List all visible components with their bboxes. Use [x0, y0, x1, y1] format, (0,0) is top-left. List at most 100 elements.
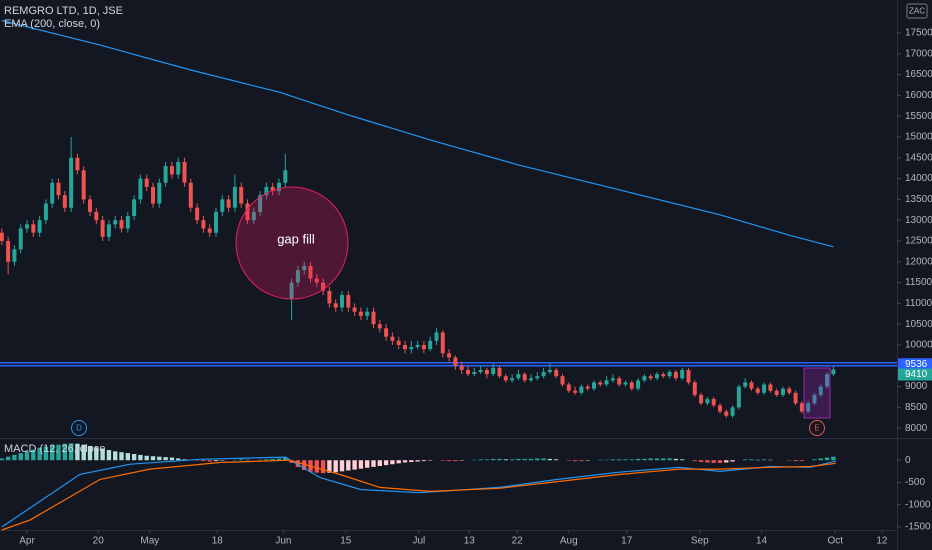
y-tick-label: 15000 [905, 132, 932, 143]
x-tick-label: 22 [512, 536, 524, 547]
candle-body [421, 344, 426, 350]
histogram-bar [239, 459, 244, 461]
candle-body [610, 378, 615, 381]
candle-body [579, 386, 584, 393]
y-tick-label: 10000 [905, 340, 932, 351]
histogram-bar [535, 458, 540, 461]
candle-body [459, 365, 464, 370]
histogram-bar [68, 443, 74, 461]
histogram-bar [163, 457, 168, 461]
histogram-bar [75, 443, 80, 461]
x-tick-label: Jul [412, 536, 425, 547]
candle-body [541, 372, 546, 377]
candle-body [825, 374, 830, 387]
x-tick-label: Sep [691, 536, 709, 547]
histogram-bar [358, 460, 364, 469]
candle-body [277, 182, 282, 192]
histogram-bar [654, 458, 660, 461]
candle-body [762, 384, 767, 393]
histogram-bar [276, 458, 282, 461]
candle-body [730, 407, 735, 416]
y-tick-label: 14500 [905, 152, 932, 163]
candle-body [31, 224, 36, 233]
x-tick-label: Jun [275, 536, 291, 547]
histogram-bar [289, 460, 294, 463]
histogram-bar [81, 444, 86, 461]
x-tick-label: 17 [621, 536, 633, 547]
candle-body [453, 357, 458, 366]
candle-body [358, 311, 363, 316]
line [1, 459, 836, 531]
candle-body [384, 328, 389, 337]
candle-body [340, 295, 345, 308]
candle-body [214, 211, 219, 233]
candle-body [270, 186, 275, 192]
histogram-bar [490, 458, 496, 461]
histogram-bar [327, 460, 332, 473]
candle-body [484, 369, 489, 375]
histogram-bar [270, 458, 275, 461]
candle-body [365, 311, 370, 316]
indicator-label: EMA (200, close, 0) [4, 18, 100, 30]
histogram-bar [616, 459, 622, 461]
histogram-bar [106, 449, 112, 461]
candle-body [806, 403, 811, 412]
histogram-bar [144, 455, 149, 461]
histogram-bar [528, 458, 534, 461]
candle-body [188, 182, 193, 208]
y-tick-label: 17000 [905, 48, 932, 59]
candle-body [88, 199, 93, 212]
currency-box [906, 3, 928, 19]
candle-body [465, 369, 470, 375]
candle-body [440, 332, 445, 354]
histogram-bar [522, 458, 527, 461]
candle-body [18, 228, 23, 250]
candle-body [522, 374, 527, 381]
histogram-bar [635, 458, 641, 461]
candle-body [654, 374, 659, 379]
y-tick-label: 8500 [905, 402, 928, 413]
candle-body [182, 161, 187, 183]
y-tick-label: 16000 [905, 90, 932, 101]
y-tick-label: 11500 [905, 277, 932, 288]
candle-body [403, 344, 408, 350]
candle-body [352, 307, 357, 312]
histogram-bar [320, 460, 326, 474]
histogram-bar [415, 460, 420, 462]
candle-body [491, 367, 496, 375]
histogram-bar [18, 453, 23, 461]
y-tick-label: -500 [905, 477, 925, 488]
candle-body [774, 390, 779, 395]
candle-body [56, 182, 61, 196]
candle-body [711, 399, 716, 406]
candle-body [409, 347, 414, 350]
candle-body [472, 372, 477, 375]
candle-body [176, 161, 181, 175]
candle-body [673, 372, 678, 379]
candle-body [617, 378, 622, 385]
histogram-bar [390, 460, 395, 465]
histogram-bar [396, 460, 401, 464]
x-tick-label: 20 [93, 536, 105, 547]
histogram-bar [43, 446, 49, 461]
candle-body [144, 178, 149, 187]
candle-body [497, 367, 502, 377]
histogram-bar [497, 458, 502, 461]
chart-title: REMGRO LTD, 1D, JSE [4, 5, 123, 17]
candle-body [69, 157, 74, 208]
histogram-bar [201, 460, 206, 462]
x-tick-label: Apr [19, 536, 35, 547]
candle-body [264, 186, 269, 196]
histogram-bar [749, 459, 754, 461]
candle-body [503, 376, 508, 381]
x-tick-label: 13 [464, 536, 476, 547]
candle-body [327, 290, 332, 304]
histogram-bar [667, 458, 672, 461]
candle-body [220, 199, 225, 212]
histogram-bar [812, 459, 817, 461]
histogram-bar [409, 460, 414, 463]
histogram-bar [742, 459, 748, 461]
histogram-bar [421, 460, 427, 462]
x-tick-label: 15 [340, 536, 352, 547]
